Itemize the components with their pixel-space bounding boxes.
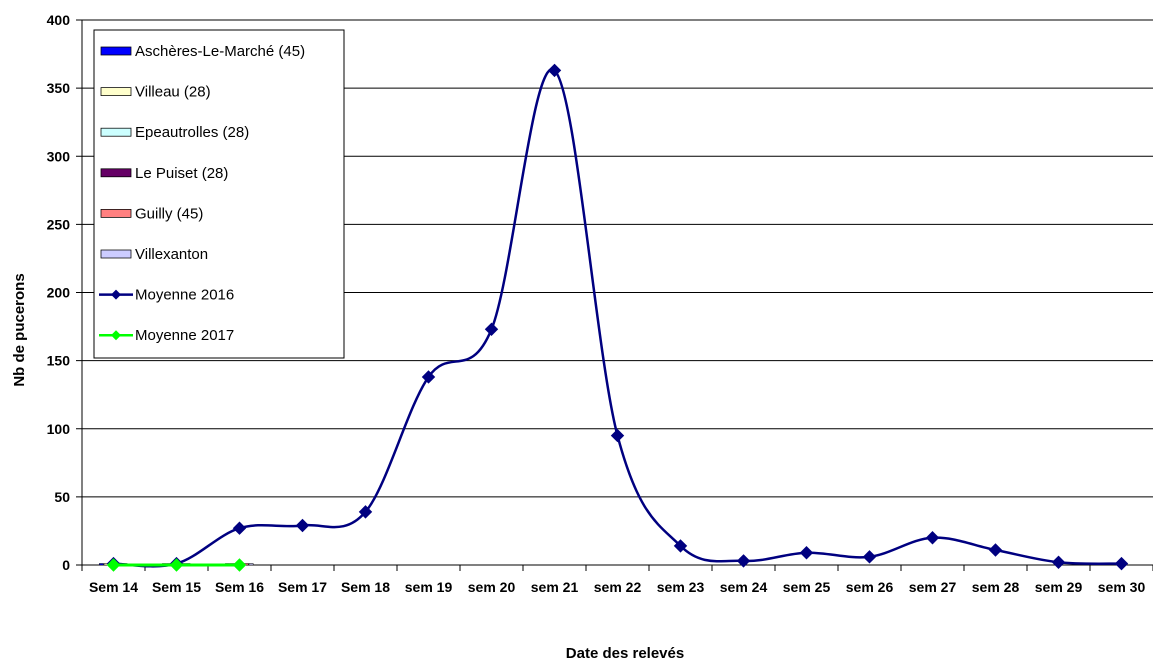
x-tick-label: Sem 16	[215, 579, 264, 595]
x-tick-label: sem 19	[405, 579, 453, 595]
legend-swatch	[100, 209, 132, 218]
data-point	[106, 558, 121, 572]
x-tick-label: Sem 14	[89, 579, 138, 595]
x-tick-label: sem 28	[972, 579, 1020, 595]
legend-swatch	[100, 127, 132, 137]
data-point	[421, 370, 436, 384]
data-point	[484, 322, 499, 336]
legend: Aschères-Le-Marché (45) Villeau (28) Epeau…	[93, 29, 345, 359]
data-point	[925, 531, 940, 545]
data-point	[547, 63, 562, 78]
data-point	[610, 428, 625, 443]
legend-marker	[111, 289, 121, 300]
x-tick-label: sem 29	[1035, 579, 1083, 595]
x-axis: Sem 14 Sem 15 Sem 16 Sem 17 Sem 18 sem 19 sem …	[81, 564, 1153, 595]
y-tick-label: 50	[54, 489, 70, 505]
data-point	[358, 505, 373, 519]
bar	[99, 563, 104, 566]
data-point	[295, 518, 310, 533]
legend-label: Aschères-Le-Marché (45)	[135, 43, 305, 60]
x-tick-label: sem 21	[531, 579, 579, 595]
series-layer	[99, 63, 1129, 572]
x-tick-label: sem 26	[846, 579, 894, 595]
legend-label: Villeau (28)	[135, 84, 211, 101]
legend-label: Le Puiset (28)	[135, 165, 228, 182]
y-tick-label: 150	[47, 353, 71, 369]
legend-label: Villexanton	[135, 246, 208, 263]
x-tick-label: Sem 18	[341, 579, 390, 595]
y-tick-label: 350	[47, 80, 71, 96]
bar	[248, 563, 254, 566]
x-tick-label: sem 24	[720, 579, 768, 595]
y-tick-label: 300	[47, 148, 71, 164]
legend-label: Moyenne 2016	[135, 287, 234, 304]
x-tick-label: Sem 15	[152, 579, 201, 595]
x-tick-label: sem 20	[468, 579, 516, 595]
legend-marker	[111, 330, 121, 341]
y-axis: 0 50 100 150 200 250 300 350 400	[47, 12, 83, 573]
data-point	[169, 558, 184, 572]
legend-label: Moyenne 2017	[135, 327, 234, 344]
data-point	[799, 546, 814, 560]
y-tick-label: 100	[47, 421, 71, 437]
y-tick-label: 400	[47, 12, 71, 28]
x-tick-label: sem 27	[909, 579, 957, 595]
x-tick-label: sem 23	[657, 579, 705, 595]
y-tick-label: 200	[47, 285, 71, 301]
x-tick-label: sem 30	[1098, 579, 1146, 595]
x-tick-label: Sem 17	[278, 579, 327, 595]
x-axis-title: Date des relevés	[566, 645, 684, 658]
data-point	[232, 558, 247, 572]
y-axis-title: Nb de pucerons	[11, 273, 28, 386]
data-point	[232, 521, 247, 535]
x-tick-label: sem 25	[783, 579, 831, 595]
data-point	[988, 543, 1003, 557]
y-tick-label: 250	[47, 216, 71, 232]
data-point	[1114, 556, 1129, 571]
legend-swatch	[100, 168, 132, 178]
legend-swatch	[100, 46, 132, 56]
y-tick-label: 0	[62, 557, 70, 573]
legend-label: Epeautrolles (28)	[135, 124, 249, 141]
legend-label: Guilly (45)	[135, 205, 203, 222]
x-tick-label: sem 22	[594, 579, 642, 595]
legend-box	[93, 29, 345, 359]
data-point	[862, 550, 877, 564]
data-point	[736, 554, 751, 568]
legend-swatch	[100, 249, 132, 259]
legend-swatch	[100, 87, 132, 96]
data-point	[673, 539, 688, 553]
data-point	[1051, 555, 1066, 569]
